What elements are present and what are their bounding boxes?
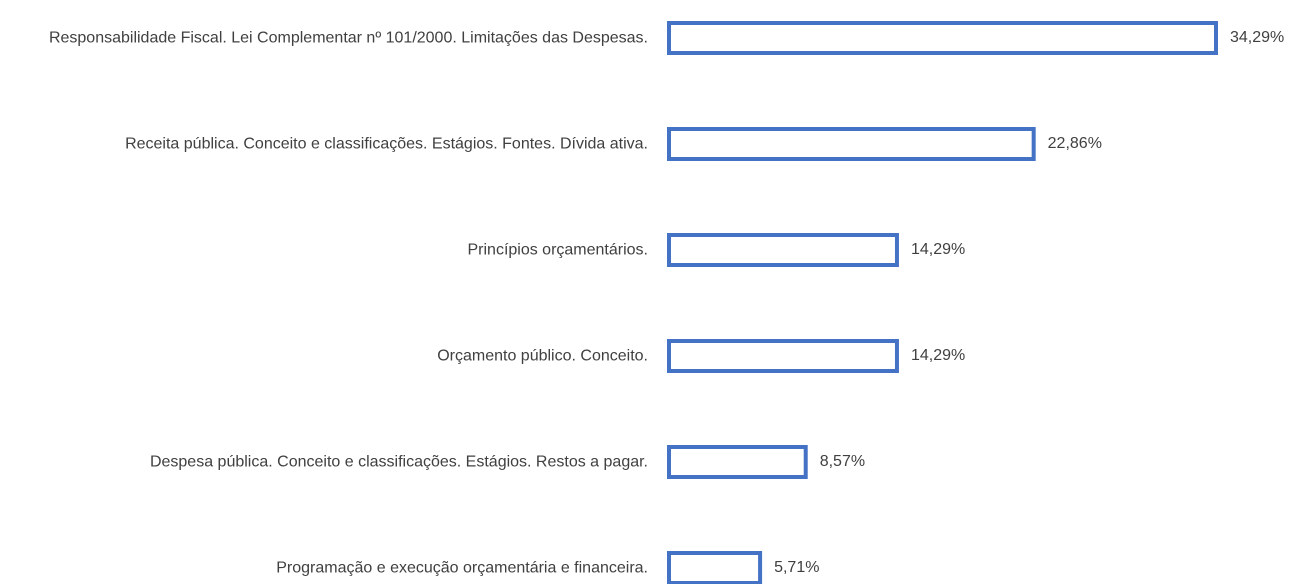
- data-label: 8,57%: [819, 453, 866, 470]
- bar: [667, 339, 899, 373]
- bar: [667, 551, 763, 584]
- category-label: Despesa pública. Conceito e classificaçõ…: [149, 453, 648, 471]
- category-label: Princípios orçamentários.: [467, 241, 648, 259]
- data-label: 34,29%: [1230, 29, 1285, 46]
- category-label: Receita pública. Conceito e classificaçõ…: [125, 135, 648, 153]
- bar: [667, 445, 808, 479]
- bar: [667, 21, 1218, 55]
- category-label: Responsabilidade Fiscal. Lei Complementa…: [48, 29, 648, 47]
- category-label: Programação e execução orçamentária e fi…: [276, 559, 648, 577]
- data-label: 5,71%: [774, 559, 820, 576]
- category-label: Orçamento público. Conceito.: [437, 347, 648, 365]
- data-label: 22,86%: [1047, 135, 1102, 152]
- bar: [667, 127, 1036, 161]
- data-label: 14,29%: [910, 241, 966, 258]
- data-label: 14,29%: [910, 347, 966, 364]
- bar: [667, 233, 899, 267]
